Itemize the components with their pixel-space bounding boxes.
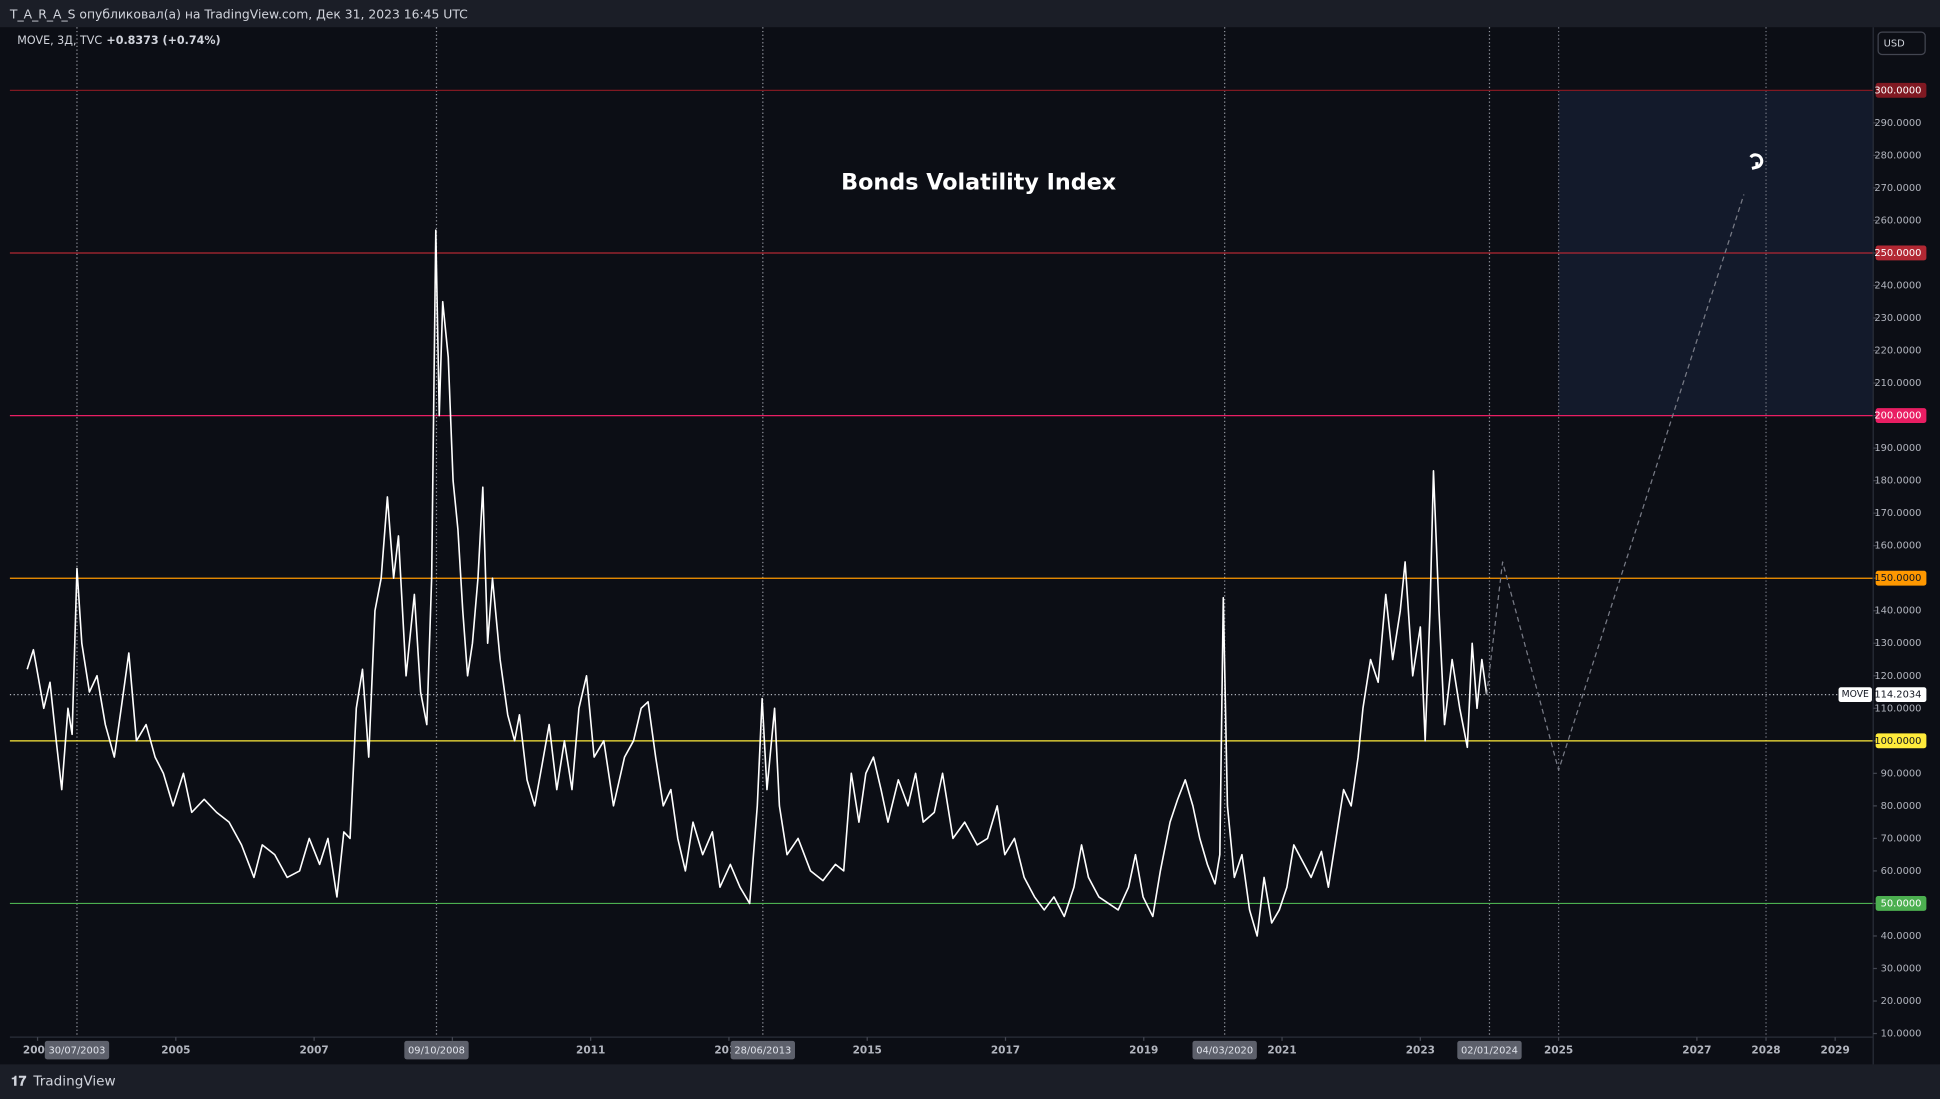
series-name: MOVE xyxy=(1842,689,1869,700)
brand: TradingView xyxy=(32,1074,115,1090)
brand-logo: 𝟏𝟕 xyxy=(11,1074,27,1090)
y-tick-label: 120.0000 xyxy=(1874,671,1921,682)
level-label-box xyxy=(1875,82,1927,98)
y-tick-label: 230.0000 xyxy=(1874,313,1921,324)
y-tick-label: 140.0000 xyxy=(1874,606,1921,617)
x-tick-label: 2028 xyxy=(1751,1045,1780,1057)
header-bar xyxy=(0,0,1940,28)
x-tick-label: 2027 xyxy=(1682,1045,1711,1057)
y-tick-label: 180.0000 xyxy=(1874,476,1921,487)
level-label: 300.0000 xyxy=(1874,85,1921,96)
level-label: 150.0000 xyxy=(1874,573,1921,584)
y-tick-label: 290.0000 xyxy=(1874,118,1921,129)
level-label-box xyxy=(1875,408,1927,423)
date-marker-label: 30/07/2003 xyxy=(49,1046,106,1057)
x-tick-label: 2023 xyxy=(1406,1045,1435,1057)
legend-change: +0.8373 (+0.74%) xyxy=(106,34,220,47)
footer-bar xyxy=(0,1064,1940,1099)
date-marker-box xyxy=(730,1040,795,1060)
y-tick-label: 280.0000 xyxy=(1874,150,1921,161)
date-marker-label: 28/06/2013 xyxy=(734,1046,791,1057)
y-tick-label: 30.0000 xyxy=(1881,963,1922,974)
x-tick-label: 2005 xyxy=(161,1045,190,1057)
y-tick-label: 60.0000 xyxy=(1881,866,1922,877)
date-marker-box xyxy=(1192,1040,1257,1060)
level-label: 50.0000 xyxy=(1881,898,1922,909)
arrow-icon xyxy=(1749,153,1764,170)
series-line xyxy=(26,229,1488,937)
y-tick-label: 210.0000 xyxy=(1874,378,1921,389)
y-tick-label: 110.0000 xyxy=(1874,703,1921,714)
y-tick-label: 160.0000 xyxy=(1874,541,1921,552)
y-tick-label: 270.0000 xyxy=(1874,183,1921,194)
forecast-line xyxy=(1486,194,1745,771)
level-label: 200.0000 xyxy=(1874,411,1921,422)
y-tick-label: 130.0000 xyxy=(1874,638,1921,649)
x-tick-label: 2015 xyxy=(853,1045,882,1057)
y-tick-label: 10.0000 xyxy=(1881,1029,1922,1040)
date-marker-label: 02/01/2024 xyxy=(1461,1046,1518,1057)
currency: USD xyxy=(1884,38,1905,49)
date-marker-box xyxy=(1457,1040,1522,1060)
y-tick-label: 240.0000 xyxy=(1874,280,1921,291)
x-tick-label: 2011 xyxy=(576,1045,605,1057)
y-tick-label: 170.0000 xyxy=(1874,508,1921,519)
last-price-label: 114.2034 xyxy=(1874,690,1921,701)
x-tick-label: 2007 xyxy=(299,1045,328,1057)
chart-title: Bonds Volatility Index xyxy=(841,170,1117,196)
x-tick-label: 2019 xyxy=(1129,1045,1158,1057)
y-tick-label: 220.0000 xyxy=(1874,346,1921,357)
date-marker-label: 09/10/2008 xyxy=(408,1046,465,1057)
y-tick-label: 190.0000 xyxy=(1874,443,1921,454)
level-label-box xyxy=(1875,733,1927,749)
level-label-box xyxy=(1875,570,1927,586)
currency-box xyxy=(1877,31,1926,56)
date-marker-box xyxy=(404,1040,469,1060)
legend-symbol: MOVE, 3Д, TVC xyxy=(17,34,102,47)
date-marker-box xyxy=(44,1040,110,1060)
header: T_A_R_A_S опубликовал(а) на TradingView.… xyxy=(9,7,468,21)
x-tick-label: 2017 xyxy=(991,1045,1020,1057)
x-tick-label: 2021 xyxy=(1267,1045,1296,1057)
y-tick-label: 40.0000 xyxy=(1881,931,1922,942)
level-label: 100.0000 xyxy=(1874,736,1921,747)
level-label-box xyxy=(1875,896,1927,911)
x-tick-label: 2025 xyxy=(1544,1045,1573,1057)
series-name-box xyxy=(1838,687,1872,703)
y-tick-label: 80.0000 xyxy=(1881,801,1922,812)
y-tick-label: 70.0000 xyxy=(1881,833,1922,844)
y-tick-label: 90.0000 xyxy=(1881,768,1922,779)
level-label: 250.0000 xyxy=(1874,248,1921,259)
x-tick-label: 2029 xyxy=(1821,1045,1850,1057)
y-tick-label: 20.0000 xyxy=(1881,996,1922,1007)
level-label-box xyxy=(1875,245,1927,261)
last-price-box xyxy=(1875,687,1927,703)
date-marker-label: 04/03/2020 xyxy=(1196,1046,1253,1057)
y-tick-label: 260.0000 xyxy=(1874,215,1921,226)
